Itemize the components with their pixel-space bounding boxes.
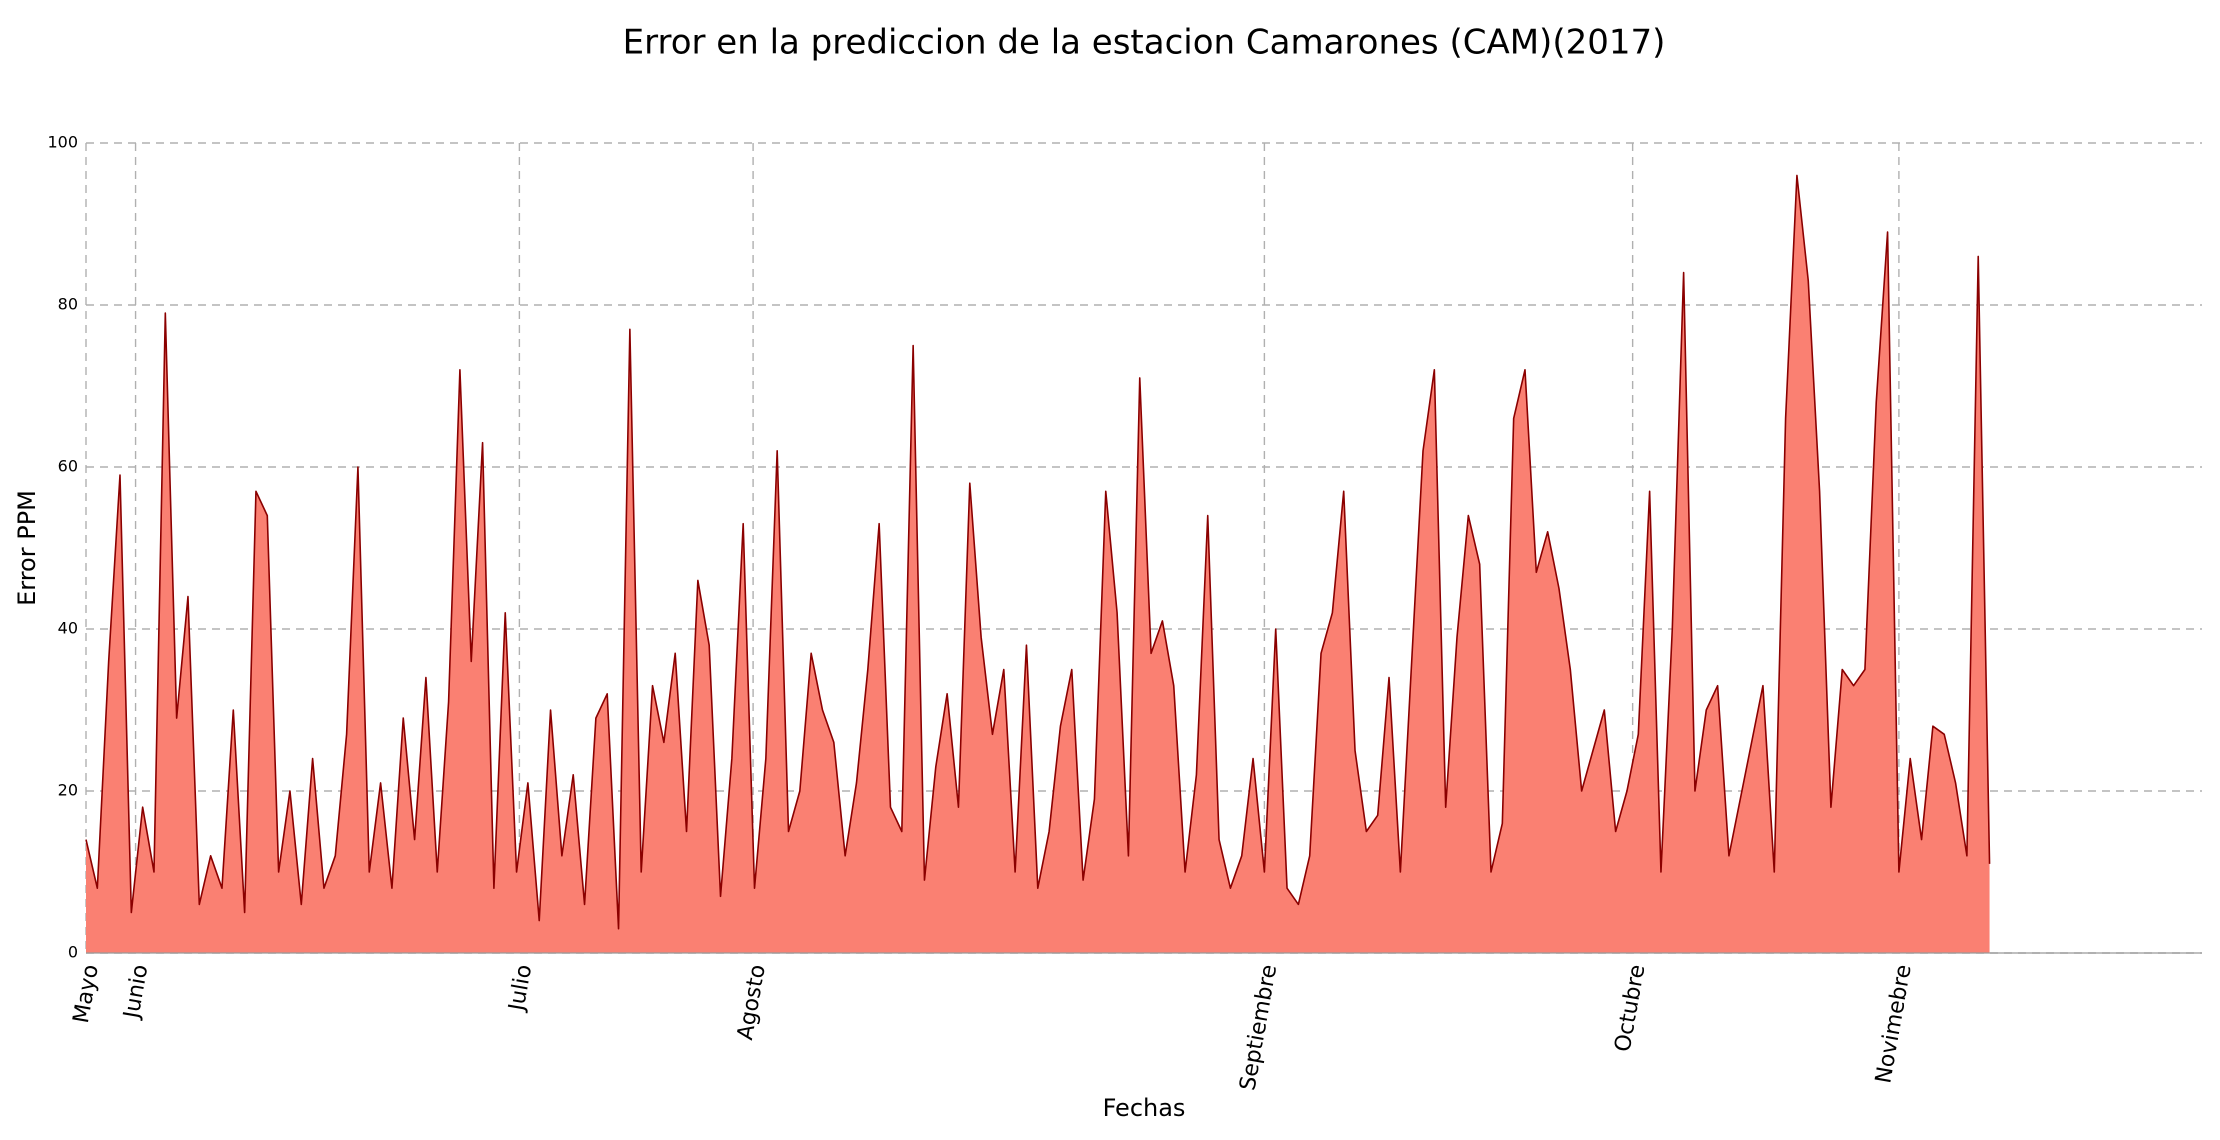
x-tick-label: Julio bbox=[504, 963, 537, 1015]
x-tick-label: Agosto bbox=[733, 963, 771, 1042]
y-tick-label: 20 bbox=[58, 781, 78, 800]
x-tick-label: Mayo bbox=[69, 963, 104, 1025]
area-fill bbox=[86, 175, 1990, 953]
y-tick-label: 100 bbox=[47, 133, 78, 152]
y-tick-label: 60 bbox=[58, 457, 78, 476]
chart-title: Error en la prediccion de la estacion Ca… bbox=[623, 23, 1666, 63]
x-tick-label: Novimebre bbox=[1871, 963, 1916, 1086]
y-tick-label: 40 bbox=[58, 619, 78, 638]
y-tick-label: 0 bbox=[68, 943, 78, 962]
x-tick-label: Junio bbox=[119, 963, 153, 1022]
x-axis-label: Fechas bbox=[1103, 1094, 1186, 1122]
x-tick-label: Octubre bbox=[1611, 963, 1651, 1054]
x-tick-label: Septiembre bbox=[1235, 963, 1282, 1093]
y-tick-label: 80 bbox=[58, 295, 78, 314]
y-axis-label: Error PPM bbox=[13, 490, 41, 606]
area-line bbox=[85, 174, 1991, 930]
